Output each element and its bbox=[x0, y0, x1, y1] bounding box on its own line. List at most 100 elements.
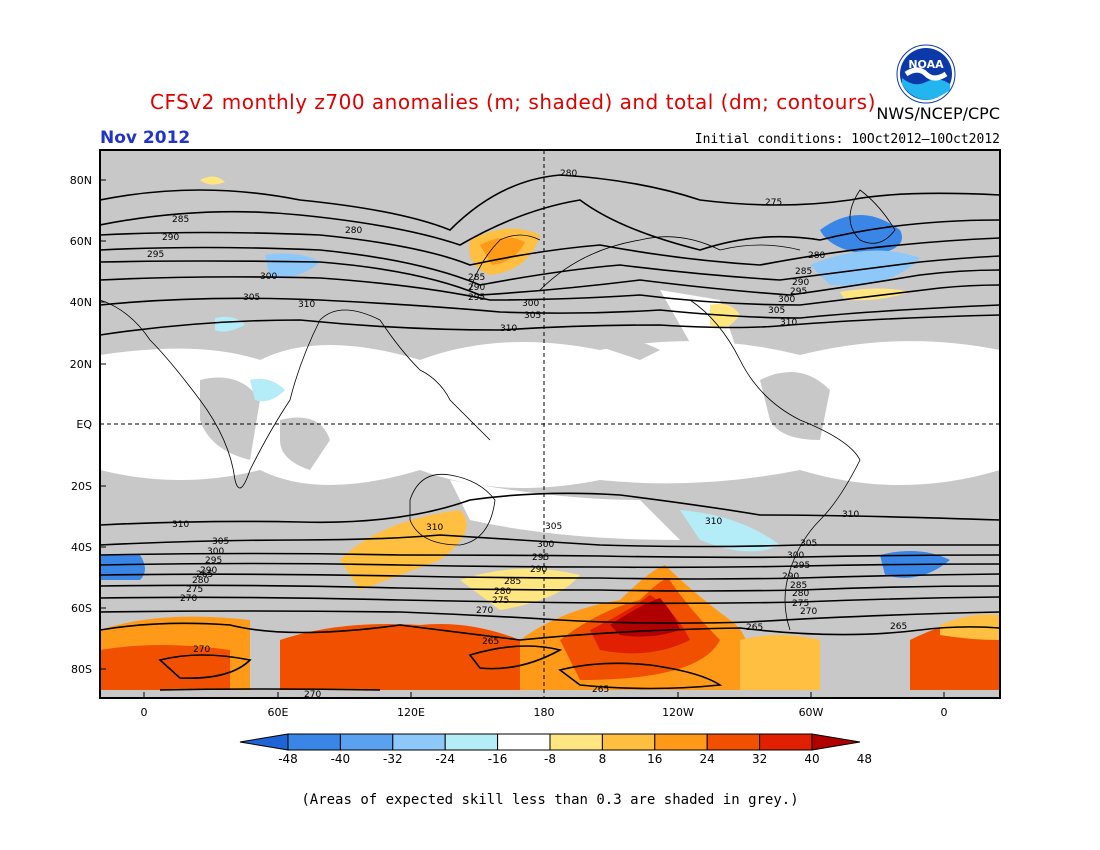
svg-text:270: 270 bbox=[800, 607, 817, 617]
svg-text:275: 275 bbox=[765, 198, 782, 208]
height-contours bbox=[100, 174, 1000, 691]
svg-text:305: 305 bbox=[768, 306, 785, 316]
svg-text:180: 180 bbox=[534, 706, 555, 719]
colorbar-tick-label: 24 bbox=[700, 752, 715, 766]
svg-text:285: 285 bbox=[795, 267, 812, 277]
colorbar-swatch bbox=[497, 733, 551, 751]
svg-text:295: 295 bbox=[468, 293, 485, 303]
svg-text:290: 290 bbox=[200, 566, 217, 576]
colorbar-tick-label: -40 bbox=[331, 752, 351, 766]
colorbar-tick-label: 48 bbox=[857, 752, 872, 766]
noaa-logo-icon: NOAA bbox=[896, 44, 956, 104]
svg-text:305: 305 bbox=[545, 522, 562, 532]
colorbar-tick-label: -24 bbox=[435, 752, 455, 766]
colorbar-swatch bbox=[549, 733, 603, 751]
svg-text:270: 270 bbox=[180, 594, 197, 604]
svg-text:295: 295 bbox=[147, 250, 164, 260]
colorbar-arrow-left bbox=[239, 733, 289, 751]
svg-text:0: 0 bbox=[941, 706, 948, 719]
valid-month: Nov 2012 bbox=[100, 128, 191, 148]
svg-text:265: 265 bbox=[196, 570, 213, 580]
svg-text:290: 290 bbox=[162, 233, 179, 243]
svg-text:290: 290 bbox=[782, 572, 799, 582]
colorbar-swatch bbox=[339, 733, 394, 751]
colorbar-tick-label: -48 bbox=[278, 752, 298, 766]
svg-text:40N: 40N bbox=[70, 296, 92, 309]
svg-text:280: 280 bbox=[192, 576, 209, 586]
colorbar-tick-label: 32 bbox=[752, 752, 767, 766]
svg-text:60N: 60N bbox=[70, 235, 92, 248]
page-title: CFSv2 monthly z700 anomalies (m; shaded)… bbox=[150, 90, 876, 114]
contour-labels: 280 275 280 280 285 290 295 300 305 310 … bbox=[147, 169, 907, 700]
svg-text:310: 310 bbox=[298, 300, 315, 310]
svg-text:265: 265 bbox=[890, 622, 907, 632]
svg-text:310: 310 bbox=[172, 520, 189, 530]
svg-text:310: 310 bbox=[500, 324, 517, 334]
svg-text:20N: 20N bbox=[70, 358, 92, 371]
colorbar-tick-label: 8 bbox=[599, 752, 607, 766]
svg-text:295: 295 bbox=[205, 556, 222, 566]
svg-text:60E: 60E bbox=[268, 706, 289, 719]
colorbar-swatch bbox=[444, 733, 499, 751]
svg-text:0: 0 bbox=[141, 706, 148, 719]
lon-axis-labels: 0 60E 120E 180 120W 60W 0 bbox=[141, 706, 948, 719]
svg-text:305: 305 bbox=[212, 537, 229, 547]
svg-text:295: 295 bbox=[532, 553, 549, 563]
svg-text:305: 305 bbox=[524, 311, 541, 321]
svg-text:305: 305 bbox=[800, 539, 817, 549]
svg-text:310: 310 bbox=[705, 517, 722, 527]
svg-text:310: 310 bbox=[426, 523, 443, 533]
colorbar-swatch bbox=[392, 733, 446, 751]
svg-text:290: 290 bbox=[530, 565, 547, 575]
colorbar-swatch bbox=[706, 733, 761, 751]
svg-text:300: 300 bbox=[787, 551, 804, 561]
footnote: (Areas of expected skill less than 0.3 a… bbox=[301, 792, 799, 808]
svg-text:270: 270 bbox=[304, 690, 321, 700]
svg-text:290: 290 bbox=[468, 283, 485, 293]
svg-text:265: 265 bbox=[746, 623, 763, 633]
svg-text:290: 290 bbox=[792, 278, 809, 288]
colorbar-tick-label: -16 bbox=[488, 752, 508, 766]
anomaly-neg-greenland bbox=[820, 215, 902, 255]
svg-text:60W: 60W bbox=[799, 706, 824, 719]
colorbar-tick-label: 40 bbox=[804, 752, 819, 766]
svg-text:60S: 60S bbox=[71, 602, 92, 615]
agency-label: NWS/NCEP/CPC bbox=[876, 104, 1000, 123]
svg-text:295: 295 bbox=[790, 287, 807, 297]
svg-text:120E: 120E bbox=[397, 706, 425, 719]
svg-text:300: 300 bbox=[537, 540, 554, 550]
svg-text:285: 285 bbox=[790, 581, 807, 591]
svg-text:265: 265 bbox=[482, 637, 499, 647]
initial-conditions: Initial conditions: 10Oct2012–10Oct2012 bbox=[694, 132, 1000, 147]
svg-text:280: 280 bbox=[792, 589, 809, 599]
svg-text:EQ: EQ bbox=[76, 418, 92, 431]
svg-text:120W: 120W bbox=[662, 706, 694, 719]
colorbar-tick-label: 16 bbox=[647, 752, 662, 766]
tropical-white-band bbox=[100, 341, 1000, 488]
colorbar-tick-label: -8 bbox=[544, 752, 556, 766]
svg-text:300: 300 bbox=[207, 547, 224, 557]
colorbar-swatch bbox=[601, 733, 656, 751]
svg-text:270: 270 bbox=[193, 645, 210, 655]
svg-text:275: 275 bbox=[186, 585, 203, 595]
colorbar-swatch bbox=[759, 733, 813, 751]
colorbar-tick-label: -32 bbox=[383, 752, 403, 766]
svg-text:80S: 80S bbox=[71, 663, 92, 676]
colorbar-legend: -48 -40 -32 -24 -16 -8 8 16 24 32 40 48 bbox=[239, 733, 872, 766]
svg-text:80N: 80N bbox=[70, 174, 92, 187]
svg-text:20S: 20S bbox=[71, 480, 92, 493]
svg-text:275: 275 bbox=[492, 596, 509, 606]
svg-text:300: 300 bbox=[260, 272, 277, 282]
svg-text:285: 285 bbox=[172, 215, 189, 225]
svg-text:280: 280 bbox=[494, 587, 511, 597]
colorbar-swatch bbox=[287, 733, 341, 751]
svg-text:280: 280 bbox=[560, 169, 577, 179]
svg-text:310: 310 bbox=[780, 318, 797, 328]
svg-text:300: 300 bbox=[522, 299, 539, 309]
colorbar-arrow-right bbox=[811, 733, 861, 751]
logo-text: NOAA bbox=[908, 58, 944, 71]
svg-text:270: 270 bbox=[476, 606, 493, 616]
svg-text:300: 300 bbox=[778, 295, 795, 305]
svg-text:40S: 40S bbox=[71, 541, 92, 554]
anomaly-pos-kamchatka bbox=[469, 228, 540, 275]
